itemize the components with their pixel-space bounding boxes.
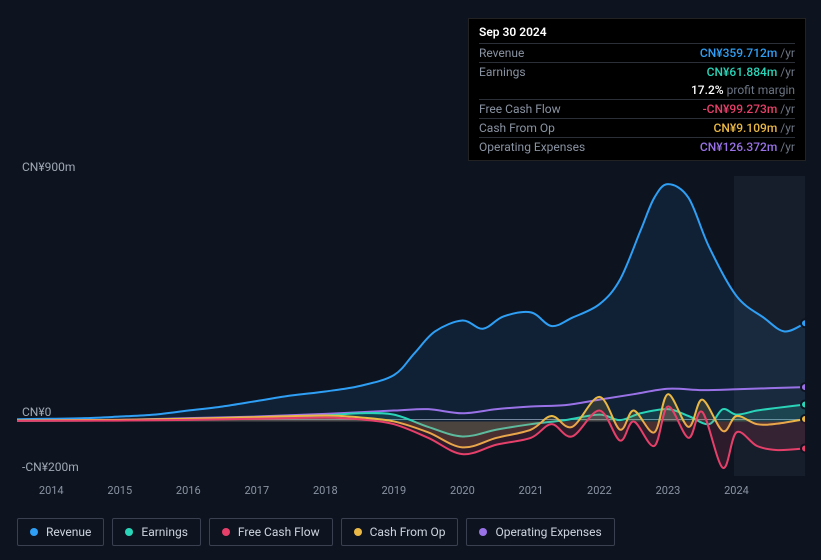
legend-label: Cash From Op — [370, 525, 446, 539]
x-tick: 2020 — [450, 484, 475, 497]
tooltip-value: CN¥126.372m/yr — [700, 140, 795, 154]
legend-label: Operating Expenses — [495, 525, 601, 539]
legend-dot-icon — [222, 528, 230, 536]
legend-item-free-cash-flow[interactable]: Free Cash Flow — [209, 518, 333, 546]
tooltip-row: Operating Expenses CN¥126.372m/yr — [479, 137, 795, 156]
x-tick: 2021 — [519, 484, 544, 497]
tooltip-value: CN¥61.884m/yr — [707, 65, 795, 79]
tooltip-label: Revenue — [479, 46, 524, 60]
legend-label: Revenue — [46, 525, 91, 539]
tooltip-value: -CN¥99.273m/yr — [703, 102, 795, 116]
legend-label: Free Cash Flow — [238, 525, 320, 539]
x-tick: 2023 — [656, 484, 681, 497]
series-end-dot — [801, 401, 805, 409]
tooltip-label: Free Cash Flow — [479, 102, 561, 116]
legend-item-earnings[interactable]: Earnings — [112, 518, 201, 546]
tooltip-row: 17.2%profit margin — [479, 81, 795, 99]
tooltip-row: Cash From Op CN¥9.109m/yr — [479, 118, 795, 137]
tooltip-label: Operating Expenses — [479, 140, 585, 154]
tooltip-value: 17.2%profit margin — [691, 83, 795, 97]
x-tick: 2014 — [39, 484, 64, 497]
tooltip-value: CN¥359.712m/yr — [700, 46, 795, 60]
tooltip-label: Earnings — [479, 65, 526, 79]
line-chart — [17, 176, 805, 476]
legend-dot-icon — [479, 528, 487, 536]
chart-legend: Revenue Earnings Free Cash Flow Cash From O… — [17, 518, 615, 546]
legend-dot-icon — [30, 528, 38, 536]
x-tick: 2018 — [313, 484, 338, 497]
chart-tooltip: Sep 30 2024 Revenue CN¥359.712m/yr Earning… — [468, 18, 806, 161]
tooltip-value: CN¥9.109m/yr — [714, 121, 796, 135]
series-end-dot — [801, 319, 805, 327]
x-tick: 2017 — [244, 484, 269, 497]
x-tick: 2019 — [381, 484, 406, 497]
y-tick-max: CN¥900m — [22, 160, 75, 174]
x-tick: 2015 — [107, 484, 132, 497]
x-tick: 2016 — [176, 484, 201, 497]
x-tick: 2022 — [587, 484, 612, 497]
legend-label: Earnings — [141, 525, 188, 539]
legend-dot-icon — [354, 528, 362, 536]
tooltip-row: Free Cash Flow -CN¥99.273m/yr — [479, 99, 795, 118]
tooltip-row: Revenue CN¥359.712m/yr — [479, 43, 795, 62]
legend-item-cash-from-op[interactable]: Cash From Op — [341, 518, 459, 546]
series-end-dot — [801, 383, 805, 391]
legend-item-revenue[interactable]: Revenue — [17, 518, 104, 546]
x-tick: 2024 — [724, 484, 749, 497]
tooltip-row: Earnings CN¥61.884m/yr — [479, 62, 795, 81]
tooltip-date: Sep 30 2024 — [479, 25, 795, 43]
legend-item-operating-expenses[interactable]: Operating Expenses — [466, 518, 614, 546]
legend-dot-icon — [125, 528, 133, 536]
series-end-dot — [801, 444, 805, 452]
tooltip-label: Cash From Op — [479, 121, 555, 135]
series-fill — [17, 184, 805, 421]
